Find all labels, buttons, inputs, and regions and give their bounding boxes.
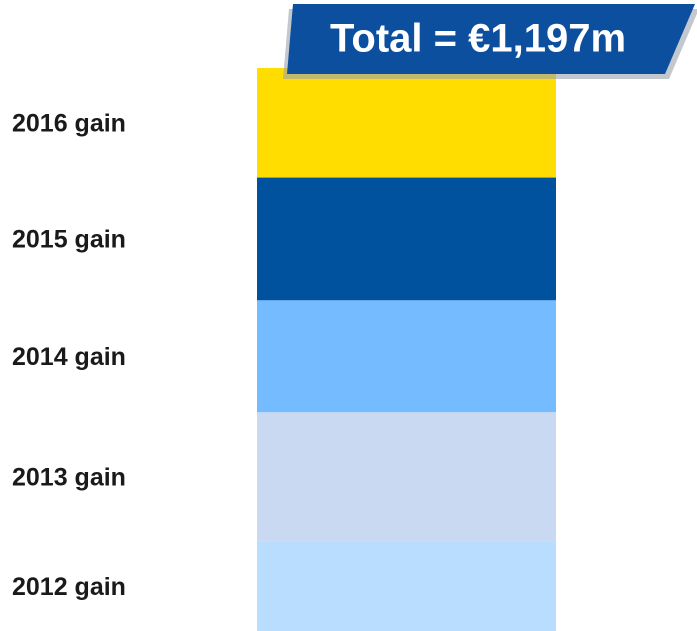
segment-label: 2012 gain [12,573,126,601]
segment-label: 2016 gain [12,109,126,137]
bar-segment [257,68,556,178]
bar-segment [257,541,556,631]
segment-label: 2013 gain [12,464,126,492]
chart-title: Total = €1,197m [330,17,626,61]
segment-label: 2015 gain [12,226,126,254]
title-box [287,4,695,74]
bar-segment [257,177,556,301]
segment-label: 2014 gain [12,343,126,371]
bar-segment [257,412,556,542]
bar-segment [257,300,556,413]
